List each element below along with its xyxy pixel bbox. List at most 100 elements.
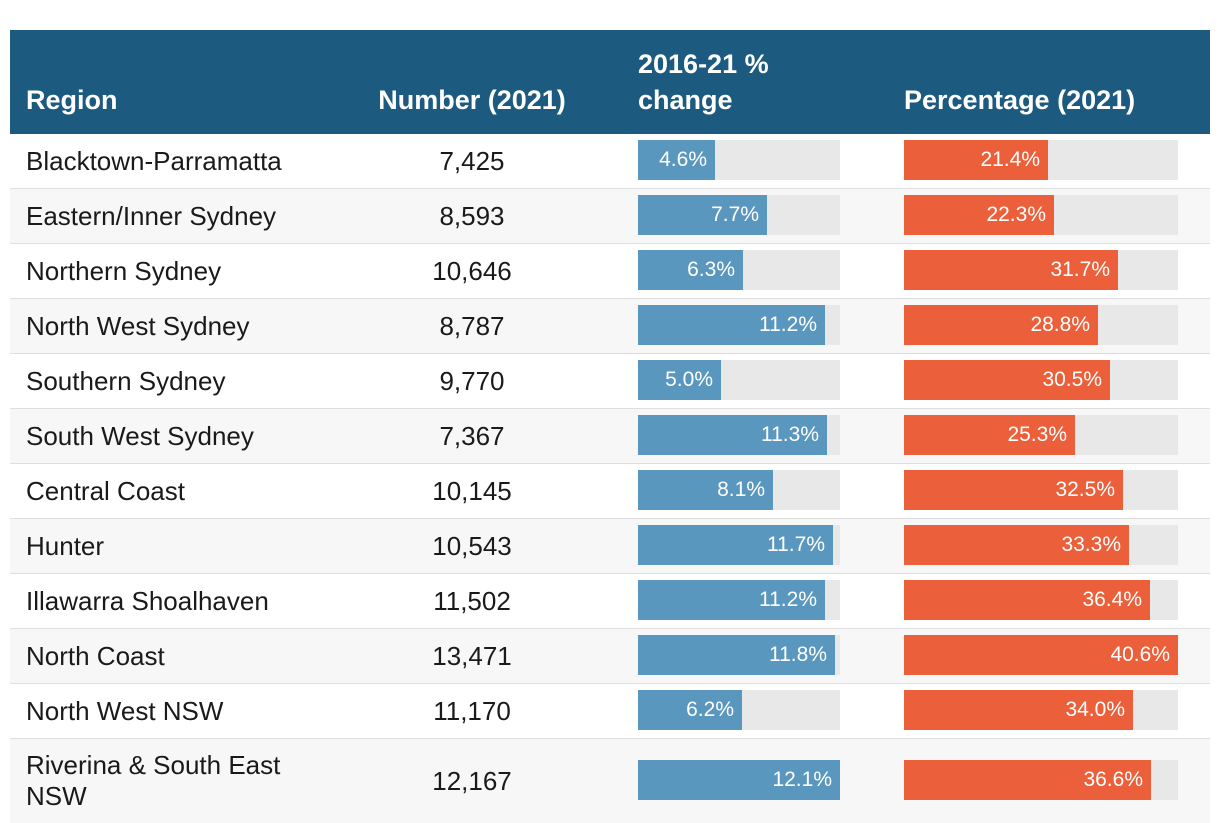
percentage-bar: 40.6% [904, 635, 1178, 675]
change-bar: 8.1% [638, 470, 773, 510]
percentage-bar: 25.3% [904, 415, 1075, 455]
table-row: North West NSW 11,170 6.2% 34.0% [10, 684, 1210, 739]
table-row: Hunter 10,543 11.7% 33.3% [10, 519, 1210, 574]
percentage-bar-track: 31.7% [904, 250, 1178, 290]
change-bar-track: 7.7% [638, 195, 840, 235]
table-row: South West Sydney 7,367 11.3% 25.3% [10, 409, 1210, 464]
percentage-label: 31.7% [1050, 258, 1110, 281]
percentage-bar-track: 36.6% [904, 760, 1178, 800]
percentage-bar: 31.7% [904, 250, 1118, 290]
change-bar-track: 4.6% [638, 140, 840, 180]
table-row: North West Sydney 8,787 11.2% 28.8% [10, 299, 1210, 354]
header-region[interactable]: Region [26, 85, 118, 115]
percentage-bar: 28.8% [904, 305, 1098, 345]
table-row: Northern Sydney 10,646 6.3% 31.7% [10, 244, 1210, 299]
table-row: North Coast 13,471 11.8% 40.6% [10, 629, 1210, 684]
number-cell: 7,425 [439, 145, 505, 176]
percentage-label: 22.3% [986, 203, 1046, 226]
number-cell: 13,471 [432, 640, 512, 671]
percentage-label: 36.6% [1083, 768, 1143, 791]
change-bar-track: 5.0% [638, 360, 840, 400]
table-body: Blacktown-Parramatta 7,425 4.6% 21.4% Easter… [10, 134, 1210, 823]
change-bar: 11.2% [638, 580, 825, 620]
change-bar: 12.1% [638, 760, 840, 800]
percentage-label: 30.5% [1042, 368, 1102, 391]
percentage-bar-track: 21.4% [904, 140, 1178, 180]
change-label: 11.3% [761, 423, 819, 446]
change-label: 6.3% [687, 258, 735, 281]
change-bar: 11.7% [638, 525, 833, 565]
percentage-bar-track: 25.3% [904, 415, 1178, 455]
change-bar: 6.3% [638, 250, 743, 290]
percentage-bar: 22.3% [904, 195, 1054, 235]
number-cell: 10,543 [432, 530, 512, 561]
change-bar: 5.0% [638, 360, 721, 400]
change-bar-track: 11.8% [638, 635, 840, 675]
region-cell: Southern Sydney [26, 365, 226, 396]
table-row: Southern Sydney 9,770 5.0% 30.5% [10, 354, 1210, 409]
percentage-label: 21.4% [980, 148, 1040, 171]
change-bar-track: 11.3% [638, 415, 840, 455]
table-row: Illawarra Shoalhaven 11,502 11.2% 36.4% [10, 574, 1210, 629]
number-cell: 10,145 [432, 475, 512, 506]
percentage-label: 28.8% [1030, 313, 1090, 336]
percentage-bar: 36.6% [904, 760, 1151, 800]
region-cell: Eastern/Inner Sydney [26, 200, 277, 231]
change-bar: 11.3% [638, 415, 827, 455]
change-label: 11.2% [759, 588, 817, 611]
change-bar: 4.6% [638, 140, 715, 180]
table-header: Region Number (2021) 2016-21 % change Pe… [10, 30, 1210, 134]
percentage-bar: 33.3% [904, 525, 1129, 565]
change-label: 5.0% [665, 368, 713, 391]
percentage-label: 36.4% [1082, 588, 1142, 611]
change-bar: 11.2% [638, 305, 825, 345]
region-cell: South West Sydney [26, 420, 254, 451]
number-cell: 7,367 [439, 420, 505, 451]
percentage-bar-track: 36.4% [904, 580, 1178, 620]
header-change[interactable]: 2016-21 % change [638, 49, 769, 115]
region-cell: Illawarra Shoalhaven [26, 585, 269, 616]
percentage-bar: 34.0% [904, 690, 1133, 730]
number-cell: 12,167 [432, 765, 512, 796]
table-row: Riverina & South East NSW 12,167 12.1% 36.6… [10, 739, 1210, 823]
percentage-bar-track: 28.8% [904, 305, 1178, 345]
change-label: 12.1% [772, 768, 832, 791]
change-bar-track: 11.2% [638, 305, 840, 345]
number-cell: 8,787 [439, 310, 505, 341]
change-label: 6.2% [686, 698, 734, 721]
percentage-bar: 21.4% [904, 140, 1048, 180]
region-cell: Hunter [26, 530, 105, 561]
change-label: 11.7% [767, 533, 825, 556]
change-label: 8.1% [717, 478, 765, 501]
table-row: Blacktown-Parramatta 7,425 4.6% 21.4% [10, 134, 1210, 189]
change-bar-track: 8.1% [638, 470, 840, 510]
change-label: 7.7% [711, 203, 759, 226]
percentage-bar-track: 40.6% [904, 635, 1178, 675]
change-bar-track: 11.2% [638, 580, 840, 620]
change-bar: 6.2% [638, 690, 742, 730]
percentage-bar: 32.5% [904, 470, 1123, 510]
number-cell: 9,770 [439, 365, 505, 396]
region-cell: North Coast [26, 640, 165, 671]
change-label: 11.2% [759, 313, 817, 336]
table-row: Eastern/Inner Sydney 8,593 7.7% 22.3% [10, 189, 1210, 244]
number-cell: 10,646 [432, 255, 512, 286]
change-bar-track: 12.1% [638, 760, 840, 800]
number-cell: 11,170 [433, 695, 511, 726]
percentage-bar-track: 30.5% [904, 360, 1178, 400]
percentage-label: 33.3% [1061, 533, 1121, 556]
change-bar: 7.7% [638, 195, 767, 235]
region-cell: North West NSW [26, 695, 224, 726]
data-table: Region Number (2021) 2016-21 % change Pe… [10, 30, 1210, 823]
change-bar: 11.8% [638, 635, 835, 675]
region-cell: Blacktown-Parramatta [26, 145, 282, 176]
percentage-bar: 36.4% [904, 580, 1150, 620]
percentage-bar-track: 22.3% [904, 195, 1178, 235]
percentage-label: 25.3% [1007, 423, 1067, 446]
change-bar-track: 6.2% [638, 690, 840, 730]
header-percentage[interactable]: Percentage (2021) [904, 85, 1136, 115]
percentage-bar-track: 33.3% [904, 525, 1178, 565]
region-cell: Central Coast [26, 475, 185, 506]
percentage-bar-track: 34.0% [904, 690, 1178, 730]
percentage-bar: 30.5% [904, 360, 1110, 400]
